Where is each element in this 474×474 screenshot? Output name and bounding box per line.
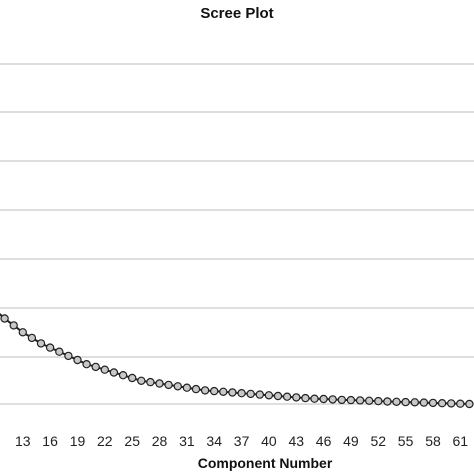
x-tick-label: 31: [179, 433, 195, 449]
data-point: [374, 396, 383, 406]
data-point: [246, 389, 255, 399]
data-point: [228, 388, 237, 397]
data-point: [146, 377, 155, 387]
data-point: [191, 384, 201, 394]
data-point: [219, 387, 228, 396]
data-point: [292, 393, 301, 402]
data-point: [346, 395, 356, 405]
data-point: [319, 394, 328, 404]
x-tick-label: 61: [453, 433, 469, 449]
data-point: [237, 389, 246, 398]
data-point: [173, 382, 182, 391]
x-tick-label: 19: [70, 433, 86, 449]
data-point: [55, 347, 64, 356]
data-point: [155, 379, 164, 388]
x-axis-label: Component Number: [198, 455, 333, 471]
data-point: [447, 399, 456, 408]
data-point: [428, 398, 438, 408]
x-tick-label: 37: [234, 433, 250, 449]
data-point: [127, 373, 137, 383]
data-point: [264, 391, 274, 400]
x-tick-label: 28: [152, 433, 168, 449]
data-point: [465, 399, 474, 409]
x-tick-label: 13: [15, 433, 31, 449]
data-point: [182, 383, 192, 392]
x-tick-label: 55: [398, 433, 414, 449]
data-point: [200, 386, 210, 395]
data-point: [255, 390, 264, 399]
data-point: [273, 391, 283, 401]
x-tick-label: 58: [425, 433, 441, 449]
data-point: [328, 395, 337, 404]
x-tick-label: 49: [343, 433, 359, 449]
data-point: [91, 362, 100, 372]
data-point: [118, 371, 128, 380]
x-tick-label: 25: [124, 433, 140, 449]
data-point: [137, 376, 146, 385]
data-point: [355, 396, 365, 405]
data-point: [164, 380, 173, 390]
data-point: [282, 392, 292, 401]
data-point: [301, 393, 310, 403]
data-point: [36, 339, 46, 348]
data-point: [9, 321, 18, 330]
data-point: [109, 368, 119, 377]
x-tick-label: 22: [97, 433, 113, 449]
data-point: [100, 365, 110, 374]
data-point: [0, 314, 9, 323]
data-point: [64, 351, 73, 361]
data-point: [82, 360, 91, 369]
data-point: [437, 399, 447, 408]
data-point: [73, 355, 82, 365]
data-point: [419, 398, 429, 407]
data-point: [27, 333, 37, 343]
data-point: [310, 394, 319, 403]
chart-title: Scree Plot: [200, 5, 273, 22]
data-point: [337, 395, 346, 405]
data-point: [45, 343, 55, 352]
x-tick-label: 40: [261, 433, 277, 449]
data-point: [383, 397, 392, 406]
data-point: [410, 398, 419, 407]
x-tick-label: 46: [316, 433, 332, 449]
x-tick-label: 52: [371, 433, 387, 449]
series-layer: [0, 313, 474, 409]
x-tick-label: 43: [289, 433, 305, 449]
data-point: [365, 396, 374, 405]
data-point: [401, 397, 410, 407]
data-point: [18, 328, 27, 337]
data-point: [456, 399, 465, 408]
data-point: [209, 386, 219, 396]
x-tick-label: 34: [206, 433, 222, 449]
x-axis-ticks: 13 16 19 22 25 28 31 34 37 40 43 46 49 52 55 58 61: [15, 433, 468, 449]
x-tick-label: 16: [42, 433, 58, 449]
data-point: [392, 397, 401, 406]
